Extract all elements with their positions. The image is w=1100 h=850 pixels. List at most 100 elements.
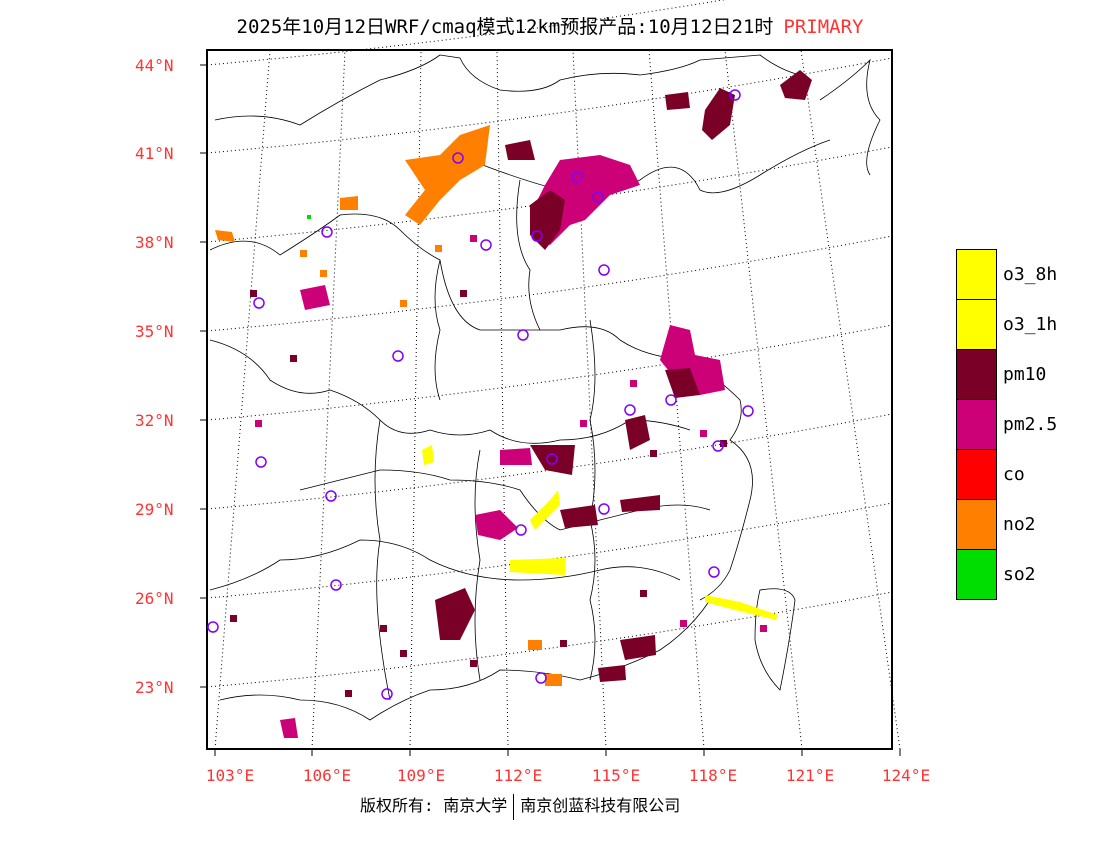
pollutant-cell	[680, 620, 687, 627]
longitude-line	[409, 49, 422, 750]
pollutant-cell	[300, 250, 307, 257]
pollutant-cell	[720, 440, 727, 447]
station-marker	[452, 152, 464, 164]
longitude-line	[311, 49, 346, 750]
no2-patch	[215, 230, 235, 242]
pollutant-type-label: PRIMARY	[783, 16, 864, 38]
legend-item-pm25: pm2.5	[956, 399, 1057, 449]
pollutant-cell	[630, 380, 637, 387]
o3-patch	[530, 490, 560, 530]
legend-label: so2	[1003, 563, 1036, 585]
no2-patch	[405, 125, 490, 225]
pm10-patch	[598, 665, 626, 682]
pollutant-patches	[215, 70, 812, 738]
pollutant-cell	[400, 650, 407, 657]
legend-swatch	[956, 399, 997, 449]
pm10-patch	[780, 70, 812, 100]
lat-label: 23°N	[135, 678, 174, 697]
legend-swatch	[956, 548, 997, 600]
title-text: 2025年10月12日WRF/cmaq模式12km预报产品:10月12日21时	[236, 16, 774, 38]
lat-label: 38°N	[135, 233, 174, 252]
lat-label: 44°N	[135, 56, 174, 75]
lon-label: 103°E	[205, 766, 255, 785]
station-marker	[381, 688, 393, 700]
pollutant-cell	[400, 300, 407, 307]
legend-item-so2: so2	[956, 548, 1057, 600]
station-marker	[571, 171, 583, 183]
no2-patch	[528, 640, 542, 650]
latitude-line	[206, 57, 893, 154]
pollutant-cell	[255, 420, 262, 427]
lat-label: 29°N	[135, 500, 174, 519]
legend-swatch	[956, 349, 997, 399]
o3-patch	[705, 595, 778, 620]
station-marker	[665, 394, 677, 406]
station-marker	[742, 405, 754, 417]
pollutant-cell	[345, 690, 352, 697]
pm10-patch	[560, 505, 598, 528]
station-marker	[708, 566, 720, 578]
station-marker	[729, 89, 741, 101]
legend: o3_8h o3_1h pm10 pm2.5 co no2 so2	[956, 249, 1058, 600]
copyright-footer: 版权所有: 南京大学 南京创蓝科技有限公司	[360, 792, 680, 820]
station-markers	[207, 89, 754, 700]
legend-label: o3_8h	[1003, 263, 1058, 285]
pm25-patch	[280, 718, 298, 738]
lon-label: 118°E	[688, 766, 738, 785]
station-marker	[207, 621, 219, 633]
pm10-patch	[435, 588, 475, 640]
latitude-line	[206, 0, 726, 66]
pollutant-cell	[250, 290, 257, 297]
pollutant-cell	[470, 235, 477, 242]
pm10-patch	[625, 415, 650, 450]
legend-label: co	[1003, 463, 1025, 485]
pm10-patch	[505, 140, 535, 160]
longitude-line	[496, 49, 509, 750]
lon-label: 106°E	[302, 766, 352, 785]
pollutant-cell	[380, 625, 387, 632]
pm10-patch	[702, 88, 735, 140]
latitude-line	[206, 235, 893, 332]
station-marker	[531, 230, 543, 242]
chart-title: 2025年10月12日WRF/cmaq模式12km预报产品:10月12日21时 P…	[0, 12, 1100, 39]
legend-label: no2	[1003, 513, 1036, 535]
legend-item-co: co	[956, 449, 1057, 499]
pollutant-cell	[230, 615, 237, 622]
legend-label: o3_1h	[1003, 313, 1058, 335]
pollutant-cell	[460, 290, 467, 297]
lon-label: 121°E	[785, 766, 835, 785]
lon-label: 112°E	[493, 766, 543, 785]
lat-label: 26°N	[135, 589, 174, 608]
no2-patch	[545, 674, 562, 686]
lon-label: 115°E	[591, 766, 641, 785]
station-marker	[712, 440, 724, 452]
station-marker	[253, 297, 265, 309]
o3-patch	[422, 445, 434, 465]
latitude-line	[206, 591, 893, 688]
legend-label: pm2.5	[1003, 413, 1058, 435]
station-marker	[517, 329, 529, 341]
legend-swatch	[956, 499, 997, 549]
legend-swatch	[956, 299, 997, 349]
station-marker	[321, 226, 333, 238]
copyright-text: 版权所有: 南京大学	[360, 796, 508, 815]
pollutant-cell	[435, 245, 442, 252]
lat-label: 32°N	[135, 411, 174, 430]
pollutant-cell	[560, 640, 567, 647]
station-marker	[255, 456, 267, 468]
pm10-patch	[620, 495, 660, 512]
pollutant-cell	[470, 660, 477, 667]
longitude-line	[648, 49, 705, 750]
pm10-patch	[530, 190, 565, 250]
station-marker	[535, 672, 547, 684]
station-marker	[598, 264, 610, 276]
legend-item-no2: no2	[956, 499, 1057, 549]
so2-patch	[307, 215, 311, 219]
pm10-patch	[620, 635, 656, 660]
legend-item-o3-8h: o3_8h	[956, 249, 1057, 299]
pollutant-cell	[580, 420, 587, 427]
pm25-patch	[500, 448, 532, 465]
pollutant-cell	[760, 625, 767, 632]
pollutant-cell	[650, 450, 657, 457]
